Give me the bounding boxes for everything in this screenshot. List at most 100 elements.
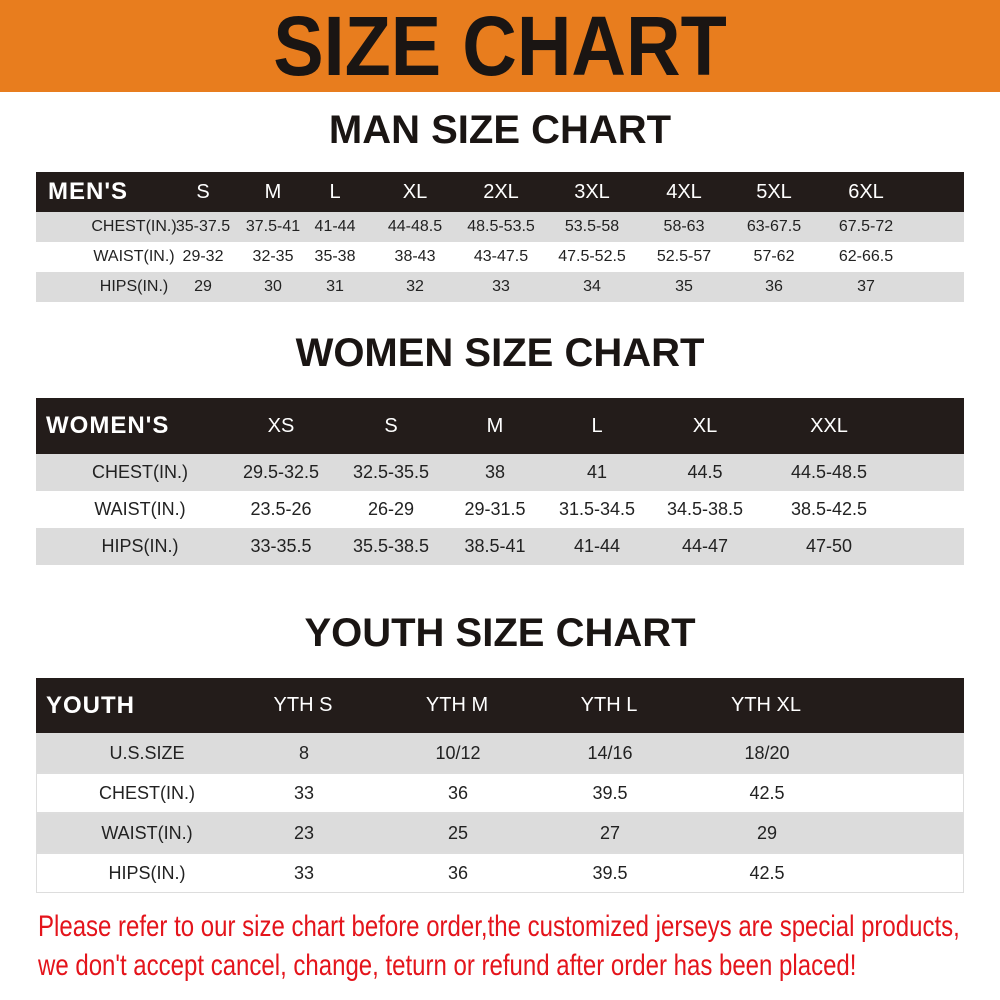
table-row: HIPS(IN.) 33 36 39.5 42.5: [36, 853, 964, 893]
header-label: MEN'S: [48, 178, 129, 205]
table-cell: 39.5: [592, 862, 628, 883]
size-header: XL: [402, 180, 428, 203]
size-header: M: [264, 180, 282, 203]
table-cell: 53.5-58: [564, 218, 620, 235]
table-cell: 44-47: [681, 536, 729, 556]
table-cell: 52.5-57: [656, 248, 712, 265]
table-cell: 29.5-32.5: [242, 462, 320, 482]
table-cell: 57-62: [753, 248, 795, 265]
header-label: WOMEN'S: [46, 412, 170, 439]
table-row: HIPS(IN.) 33-35.5 35.5-38.5 38.5-41 41-44 44-…: [36, 528, 964, 565]
table-cell: 29: [194, 278, 212, 295]
row-label: HIPS(IN.): [101, 536, 179, 556]
size-header: 4XL: [666, 180, 702, 203]
size-header: YTH M: [425, 694, 489, 716]
table-cell: 42.5: [749, 862, 785, 883]
table-cell: 23: [293, 822, 315, 843]
table-row: CHEST(IN.) 33 36 39.5 42.5: [36, 773, 964, 813]
row-label: CHEST(IN.): [92, 462, 188, 482]
size-header: 2XL: [483, 180, 519, 203]
row-label: CHEST(IN.): [99, 782, 195, 803]
table-cell: 36: [447, 862, 469, 883]
table-cell: 36: [447, 782, 469, 803]
table-cell: 63-67.5: [746, 218, 802, 235]
size-header: S: [196, 180, 210, 203]
banner-title: SIZE CHART: [273, 0, 727, 93]
table-cell: 41: [586, 462, 608, 482]
row-label: WAIST(IN.): [94, 499, 186, 519]
table-cell: 32.5-35.5: [352, 462, 430, 482]
table-cell: 41-44: [314, 218, 356, 235]
table-cell: 10/12: [435, 742, 481, 763]
size-header: M: [486, 414, 504, 437]
women-title: WOMEN SIZE CHART: [295, 331, 705, 375]
size-header: L: [591, 414, 603, 437]
size-header: S: [384, 414, 398, 437]
table-cell: 32-35: [252, 248, 294, 265]
men-title: MAN SIZE CHART: [328, 108, 672, 152]
header-label: YOUTH: [46, 691, 135, 719]
size-header: 3XL: [574, 180, 610, 203]
table-cell: 29: [756, 822, 778, 843]
table-row: HIPS(IN.) 29 30 31 32 33 34 35 36 37: [36, 272, 964, 302]
table-cell: 38.5-41: [464, 536, 526, 556]
table-cell: 42.5: [749, 782, 785, 803]
table-cell: 25: [447, 822, 469, 843]
row-label: WAIST(IN.): [93, 248, 175, 265]
table-cell: 31.5-34.5: [558, 499, 636, 519]
table-cell: 29-31.5: [464, 499, 526, 519]
size-header: 5XL: [756, 180, 792, 203]
size-header: 6XL: [848, 180, 884, 203]
table-cell: 38-43: [394, 248, 436, 265]
table-cell: 62-66.5: [838, 248, 894, 265]
table-row: CHEST(IN.) 29.5-32.5 32.5-35.5 38 41 44.5 44.5…: [36, 454, 964, 491]
row-label: HIPS(IN.): [99, 278, 169, 295]
table-cell: 35-37.5: [175, 218, 231, 235]
table-cell: 58-63: [663, 218, 705, 235]
table-cell: 47-50: [805, 536, 853, 556]
table-cell: 26-29: [367, 499, 415, 519]
table-cell: 47.5-52.5: [558, 248, 626, 265]
header-row: WOMEN'S XS S M L XL XXL: [36, 398, 964, 454]
table-cell: 48.5-53.5: [467, 218, 535, 235]
table-cell: 38: [484, 462, 506, 482]
table-cell: 44.5-48.5: [790, 462, 868, 482]
table-cell: 43-47.5: [473, 248, 529, 265]
table-cell: 27: [599, 822, 621, 843]
size-header: XXL: [810, 414, 848, 437]
table-cell: 33-35.5: [250, 536, 312, 556]
table-cell: 44.5: [687, 462, 723, 482]
table-cell: 30: [264, 278, 282, 295]
table-row: U.S.SIZE 8 10/12 14/16 18/20: [36, 733, 964, 773]
table-row: WAIST(IN.) 23.5-26 26-29 29-31.5 31.5-34.5 34…: [36, 491, 964, 528]
table-cell: 32: [406, 278, 424, 295]
row-label: WAIST(IN.): [101, 822, 193, 843]
header-row: YOUTH YTH S YTH M YTH L YTH XL: [36, 678, 964, 733]
table-cell: 44-48.5: [387, 218, 443, 235]
table-cell: 35.5-38.5: [352, 536, 430, 556]
table-row: WAIST(IN.) 29-32 32-35 35-38 38-43 43-47.5 47.…: [36, 242, 964, 272]
table-cell: 34.5-38.5: [666, 499, 744, 519]
table-cell: 41-44: [573, 536, 621, 556]
table-cell: 35-38: [314, 248, 356, 265]
table-cell: 37.5-41: [245, 218, 301, 235]
table-cell: 39.5: [592, 782, 628, 803]
header-row: MEN'S S M L XL 2XL 3XL 4XL 5XL 6XL: [36, 172, 964, 212]
size-header: YTH XL: [730, 694, 802, 716]
table-cell: 8: [298, 742, 310, 763]
youth-title: YOUTH SIZE CHART: [304, 611, 696, 655]
table-cell: 37: [857, 278, 875, 295]
notice-line-1: Please refer to our size chart before or…: [38, 910, 960, 943]
table-row: CHEST(IN.) 35-37.5 37.5-41 41-44 44-48.5 48.5…: [36, 212, 964, 242]
table-cell: 33: [293, 862, 315, 883]
table-cell: 31: [326, 278, 344, 295]
notice-line-2: we don't accept cancel, change, teturn o…: [38, 949, 857, 982]
table-cell: 29-32: [182, 248, 224, 265]
table-row: WAIST(IN.) 23 25 27 29: [36, 813, 964, 853]
size-header: XL: [692, 414, 718, 437]
table-cell: 33: [492, 278, 510, 295]
size-header: XS: [267, 414, 295, 437]
table-cell: 67.5-72: [838, 218, 894, 235]
table-cell: 18/20: [744, 742, 790, 763]
size-header: YTH S: [273, 694, 333, 716]
